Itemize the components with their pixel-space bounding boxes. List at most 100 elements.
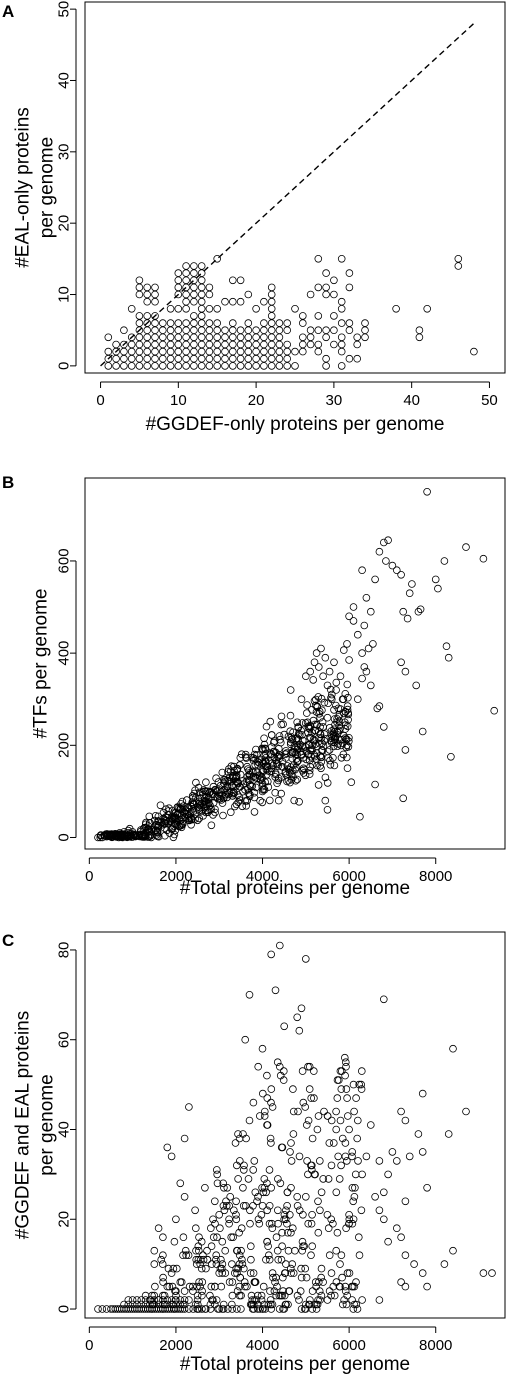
data-point <box>166 333 175 342</box>
data-point <box>304 722 313 731</box>
data-point <box>316 713 324 722</box>
data-point <box>141 1291 150 1300</box>
data-point <box>225 1215 233 1224</box>
data-point <box>384 1237 392 1246</box>
data-point <box>306 333 315 342</box>
data-point <box>344 710 353 719</box>
data-point <box>169 1264 178 1273</box>
data-point <box>185 1305 193 1313</box>
data-point <box>267 326 276 335</box>
data-point <box>137 1300 146 1309</box>
data-point <box>273 1058 282 1066</box>
data-point <box>341 689 350 698</box>
data-point <box>190 319 198 327</box>
data-point <box>423 304 432 313</box>
data-point <box>104 362 113 370</box>
data-point <box>283 347 292 356</box>
data-point <box>192 1224 200 1232</box>
data-point <box>254 1193 262 1201</box>
data-point <box>190 312 198 320</box>
data-point <box>258 1044 267 1053</box>
data-point <box>235 1260 244 1268</box>
data-point <box>275 340 284 349</box>
data-point <box>213 362 222 370</box>
data-point <box>267 354 276 363</box>
data-point <box>197 347 206 356</box>
data-point <box>112 362 120 370</box>
data-point <box>375 547 384 556</box>
data-point <box>343 705 352 714</box>
data-point <box>160 1300 169 1309</box>
data-point <box>333 1228 342 1237</box>
data-point <box>211 785 219 794</box>
y-tick-label: 20 <box>56 1211 73 1228</box>
data-point <box>228 1260 236 1268</box>
data-point <box>343 680 352 689</box>
data-point <box>246 1219 254 1228</box>
y-tick-label: 30 <box>56 143 73 160</box>
data-point <box>349 1197 358 1206</box>
data-point <box>274 796 283 805</box>
data-point <box>240 1264 248 1273</box>
data-point <box>159 1251 167 1259</box>
data-point <box>275 1062 284 1071</box>
data-point <box>268 1269 277 1277</box>
data-point <box>379 538 388 547</box>
data-point <box>174 304 183 313</box>
data-point <box>190 269 198 277</box>
data-point <box>146 1300 154 1309</box>
data-point <box>250 1157 259 1165</box>
panel-letter-a: A <box>2 2 14 21</box>
data-point <box>260 1107 269 1116</box>
data-point <box>330 326 338 335</box>
data-point <box>317 1291 326 1300</box>
data-point <box>229 354 237 363</box>
data-point <box>314 1278 323 1286</box>
data-point <box>133 1300 141 1309</box>
data-point <box>309 1067 318 1075</box>
data-point <box>375 1296 384 1304</box>
data-point <box>392 1224 401 1232</box>
data-point <box>304 1170 312 1179</box>
data-point <box>310 658 319 667</box>
data-point <box>343 1269 352 1277</box>
data-point <box>182 340 190 349</box>
data-point <box>345 269 354 277</box>
data-point <box>159 1233 167 1241</box>
data-point <box>180 1305 189 1313</box>
data-point <box>259 1282 268 1291</box>
data-point <box>280 1215 289 1224</box>
data-point <box>267 340 276 349</box>
data-point <box>303 718 312 727</box>
data-point <box>197 276 206 285</box>
data-point <box>174 319 183 327</box>
data-point <box>200 798 209 806</box>
data-point <box>236 753 245 762</box>
data-point <box>195 1233 203 1241</box>
data-point <box>183 804 192 812</box>
data-point <box>135 319 144 327</box>
data-point <box>286 1148 294 1156</box>
data-point <box>246 1206 254 1215</box>
data-point <box>397 570 405 579</box>
data-point <box>304 1062 312 1071</box>
data-point <box>197 333 206 342</box>
data-point <box>154 1224 163 1232</box>
data-point <box>366 681 375 690</box>
data-point <box>221 1246 230 1255</box>
data-point <box>238 1255 246 1264</box>
data-point <box>289 773 297 781</box>
data-point <box>249 1098 258 1107</box>
data-point <box>162 805 170 813</box>
data-point <box>151 319 159 327</box>
data-point <box>225 1278 234 1286</box>
data-point <box>347 1282 356 1291</box>
data-point <box>293 1013 302 1022</box>
data-point <box>353 340 362 349</box>
data-point <box>159 326 167 335</box>
data-point <box>274 1255 283 1264</box>
data-point <box>98 1305 107 1313</box>
data-point <box>299 753 308 762</box>
data-point <box>197 269 206 277</box>
data-point <box>266 1134 275 1143</box>
